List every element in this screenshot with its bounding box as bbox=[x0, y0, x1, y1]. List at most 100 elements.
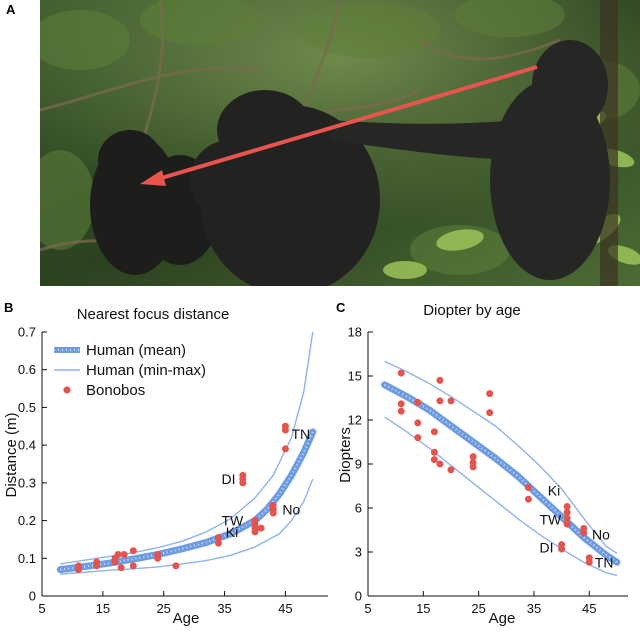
chart-b-y-tick-label: 0.2 bbox=[18, 513, 36, 528]
chart-b-bonobo-point bbox=[93, 558, 101, 566]
chart-c-bonobo-point bbox=[580, 529, 588, 537]
chart-c-y-tick-label: 3 bbox=[355, 545, 362, 560]
chart-b-bonobo-point bbox=[129, 547, 137, 555]
chart-c-bonobo-point bbox=[430, 448, 438, 456]
chart-c-x-tick-label: 15 bbox=[416, 601, 430, 616]
chart-c-annotation-di: DI bbox=[539, 540, 553, 556]
chart-c-human-range-line bbox=[384, 416, 618, 577]
panel-c-letter: C bbox=[336, 300, 346, 315]
chart-c-annotation-tn: TN bbox=[595, 554, 614, 570]
chart-c-bonobo-point bbox=[436, 376, 444, 384]
chart-c-bonobo-point bbox=[397, 407, 405, 415]
chart-c-bonobo-point bbox=[563, 520, 571, 528]
chart-b-x-tick-label: 15 bbox=[96, 601, 110, 616]
gaze-arrow bbox=[147, 65, 538, 184]
chart-c-y-tick-label: 15 bbox=[348, 369, 362, 384]
chart-c-bonobo-point bbox=[397, 369, 405, 377]
chart-b-y-tick-label: 0.1 bbox=[18, 551, 36, 566]
chart-c-bonobo-point bbox=[469, 453, 477, 461]
chart-c-annotation-no: No bbox=[592, 526, 610, 542]
chart-c-bonobo-point bbox=[563, 503, 571, 511]
chart-c-bonobo-point bbox=[558, 541, 566, 549]
chart-b-axes: 5 15 25 35 45 0 0.1 0.2 0.3 0.4 0.5 0.6 0.7 bbox=[18, 325, 328, 616]
bonobo-photo-illustration bbox=[40, 0, 640, 286]
chart-b-bonobo-point bbox=[239, 475, 247, 483]
chart-c-bonobo-point bbox=[430, 456, 438, 464]
panel-b-letter: B bbox=[4, 300, 14, 315]
chart-c-bonobo-point bbox=[563, 514, 571, 522]
chart-b-bonobo-point bbox=[251, 520, 259, 528]
chart-c-bonobo-point bbox=[524, 483, 532, 491]
chart-c-axes: 5 15 25 35 45 0 3 6 9 12 15 18 bbox=[348, 325, 628, 616]
chart-c-x-tick-label: 35 bbox=[527, 601, 541, 616]
chart-b-bonobo-point bbox=[269, 501, 277, 509]
chart-b-y-tick-label: 0 bbox=[29, 589, 36, 604]
chart-c-series: Ki TW No DI TN bbox=[381, 360, 621, 577]
chart-b-bonobo-point bbox=[129, 562, 137, 570]
chart-c-bonobo-point bbox=[436, 397, 444, 405]
chart-b-human-mean-line bbox=[56, 428, 317, 574]
chart-b-legend: Human (mean) Human (min-max) Bonobos bbox=[54, 342, 206, 399]
chart-b-bonobo-point bbox=[120, 551, 128, 559]
chart-c-bonobo-point bbox=[430, 428, 438, 436]
chart-b-bonobo-point bbox=[117, 564, 125, 572]
chart-b-bonobo-point bbox=[114, 551, 122, 559]
chart-c-ylabel: Diopters bbox=[337, 427, 354, 483]
chart-c-y-tick-label: 0 bbox=[355, 589, 362, 604]
chart-b-y-tick-label: 0.5 bbox=[18, 400, 36, 415]
chart-b-x-tick-label: 25 bbox=[156, 601, 170, 616]
chart-c-bonobo-point bbox=[486, 409, 494, 417]
chart-c-bonobo-point bbox=[414, 398, 422, 406]
chart-c-bonobo-point bbox=[486, 390, 494, 398]
legend-label-bonobos: Bonobos bbox=[86, 382, 145, 399]
chart-b-y-tick-label: 0.4 bbox=[18, 438, 36, 453]
bonobo-photo bbox=[40, 0, 640, 286]
chart-b-annotation-tn: TN bbox=[291, 426, 310, 442]
chart-b-bonobo-point bbox=[281, 426, 289, 434]
bonobo-middle bbox=[190, 90, 380, 286]
chart-b-title: Nearest focus distance bbox=[77, 306, 230, 323]
chart-b-bonobo-point bbox=[251, 528, 259, 536]
chart-b-y-tick-label: 0.3 bbox=[18, 475, 36, 490]
chart-c-bonobo-point bbox=[397, 400, 405, 408]
chart-b-bonobo-point bbox=[281, 445, 289, 453]
chart-b-human-mean-dots bbox=[60, 431, 314, 571]
chart-b-annotation-no: No bbox=[282, 501, 300, 517]
chart-c-bonobo-point bbox=[563, 508, 571, 516]
chart-c-x-tick-label: 5 bbox=[364, 601, 371, 616]
chart-c-y-tick-label: 9 bbox=[355, 457, 362, 472]
chart-c-bonobo-point bbox=[414, 419, 422, 427]
chart-b-ylabel: Distance (m) bbox=[3, 412, 20, 497]
legend-label-human-mean: Human (mean) bbox=[86, 342, 186, 359]
chart-b-x-tick-label: 45 bbox=[278, 601, 292, 616]
chart-c-annotation-tw: TW bbox=[539, 512, 562, 528]
chart-b-y-tick-label: 0.6 bbox=[18, 362, 36, 377]
chart-b-xlabel: Age bbox=[173, 610, 200, 626]
chart-c-y-tick-label: 6 bbox=[355, 501, 362, 516]
chart-c-annotation-ki: Ki bbox=[548, 482, 560, 498]
chart-b-annotation-ki: Ki bbox=[226, 524, 238, 540]
chart-c-bonobo-point bbox=[447, 397, 455, 405]
chart-c-x-tick-label: 45 bbox=[582, 601, 596, 616]
chart-b-y-tick-label: 0.7 bbox=[18, 325, 36, 340]
chart-b-x-tick-label: 5 bbox=[38, 601, 45, 616]
chart-c-human-range-line bbox=[384, 360, 618, 555]
chart-diopter-by-age: Diopter by age Ki TW No DI TN 5 15 25 35 45 0 3 6 9 1… bbox=[337, 302, 628, 627]
chart-c-y-tick-label: 12 bbox=[348, 413, 362, 428]
chart-b-x-tick-label: 35 bbox=[217, 601, 231, 616]
chart-b-bonobo-point bbox=[214, 539, 222, 547]
chart-c-bonobo-point bbox=[524, 495, 532, 503]
chart-c-bonobo-point bbox=[469, 463, 477, 471]
chart-b-bonobo-point bbox=[257, 524, 265, 532]
chart-c-bonobo-point bbox=[585, 558, 593, 566]
chart-c-title: Diopter by age bbox=[423, 302, 521, 319]
chart-c-xlabel: Age bbox=[489, 610, 516, 626]
chart-c-human-mean-dots bbox=[384, 383, 618, 564]
chart-b-bonobo-point bbox=[154, 551, 162, 559]
chart-b-annotation-tw: TW bbox=[222, 513, 245, 529]
arrow-head bbox=[140, 170, 166, 186]
chart-c-x-tick-label: 25 bbox=[471, 601, 485, 616]
